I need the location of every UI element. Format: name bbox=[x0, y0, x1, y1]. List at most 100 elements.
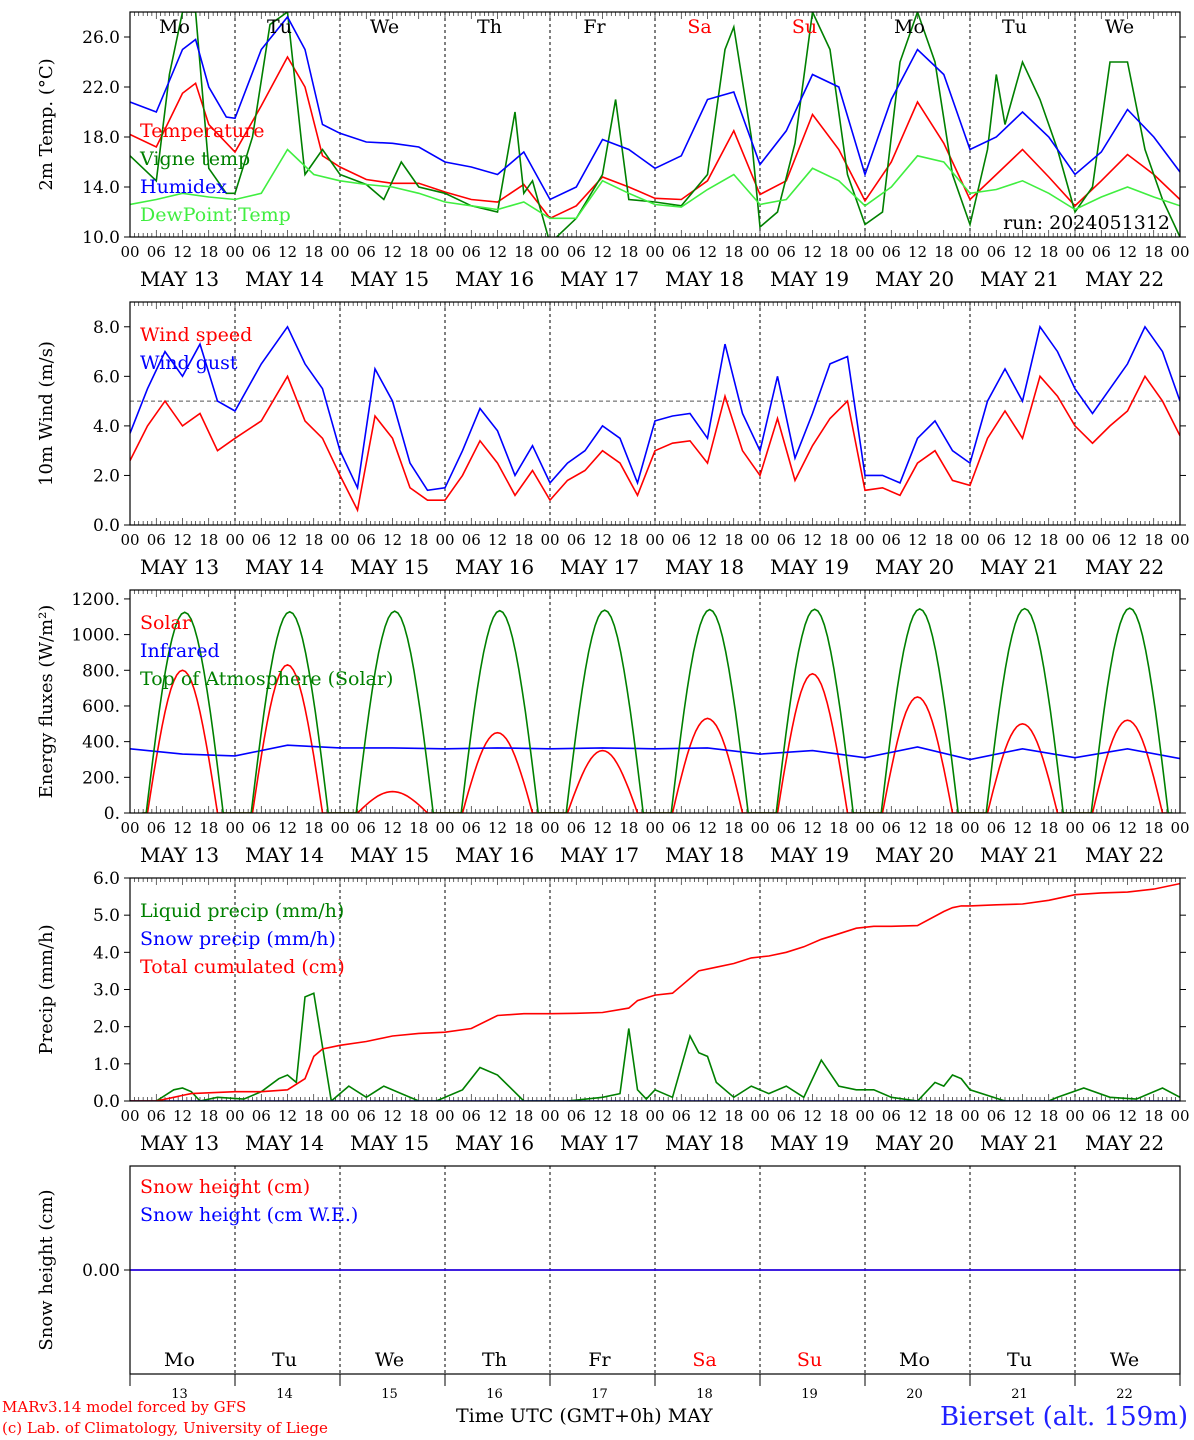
x-tick-label: 06 bbox=[252, 531, 271, 549]
legend-entry: Solar bbox=[140, 612, 192, 634]
y-tick-label: 0.0 bbox=[93, 516, 120, 536]
x-tick-label: 00 bbox=[750, 819, 769, 837]
y-tick-label: 600. bbox=[82, 697, 120, 717]
x-tick-label: 18 bbox=[514, 243, 533, 261]
x-tick-label: 12 bbox=[593, 1107, 612, 1125]
x-tick-label: 06 bbox=[357, 819, 376, 837]
series-line-dewpoint-temp bbox=[130, 148, 1180, 220]
series-line-infrared bbox=[130, 744, 1180, 761]
x-tick-label: 12 bbox=[908, 1107, 927, 1125]
x-tick-label: 18 bbox=[199, 1107, 218, 1125]
x-tick-label: 00 bbox=[750, 531, 769, 549]
run-annotation: run: 2024051312 bbox=[1003, 212, 1170, 234]
x-tick-label: 18 bbox=[1039, 531, 1058, 549]
x-tick-label: 06 bbox=[147, 1107, 166, 1125]
x-tick-label: 18 bbox=[934, 531, 953, 549]
date-label: MAY 18 bbox=[665, 843, 744, 867]
date-label: MAY 15 bbox=[350, 267, 429, 291]
weekday-label: Mo bbox=[164, 1349, 195, 1371]
x-tick-label: 18 bbox=[724, 531, 743, 549]
x-tick-label: 12 bbox=[278, 1107, 297, 1125]
date-label: MAY 21 bbox=[980, 1131, 1059, 1155]
x-tick-label: 06 bbox=[462, 1107, 481, 1125]
date-label: MAY 16 bbox=[455, 843, 534, 867]
x-tick-label: 06 bbox=[357, 531, 376, 549]
x-tick-label: 12 bbox=[488, 531, 507, 549]
x-tick-label: 12 bbox=[173, 243, 192, 261]
y-tick-label: 1000. bbox=[71, 626, 120, 646]
date-label: MAY 17 bbox=[560, 843, 639, 867]
panel-snow: 0.00 Snow height (cm) Snow height (cm W.E.… bbox=[36, 1165, 1186, 1402]
x-tick-label: 12 bbox=[698, 531, 717, 549]
x-tick-label: 18 bbox=[1039, 1107, 1058, 1125]
weekday-label: Tu bbox=[267, 16, 292, 38]
date-label: MAY 15 bbox=[350, 1131, 429, 1155]
legend-entry: Snow precip (mm/h) bbox=[140, 928, 336, 950]
panel-frame bbox=[129, 589, 1181, 814]
y-tick-label: 0. bbox=[104, 804, 120, 824]
y-tick-label: 2.0 bbox=[93, 1018, 120, 1038]
x-tick-label: 00 bbox=[540, 531, 559, 549]
date-label: MAY 22 bbox=[1085, 1131, 1164, 1155]
x-tick-label: 00 bbox=[1065, 819, 1084, 837]
weekday-label: Th bbox=[482, 1349, 507, 1371]
x-tick-label: 06 bbox=[147, 531, 166, 549]
y-tick-label: 22.0 bbox=[82, 78, 120, 98]
x-tick-label: 12 bbox=[1118, 243, 1137, 261]
x-tick-label: 06 bbox=[672, 243, 691, 261]
date-label: MAY 15 bbox=[350, 555, 429, 579]
x-tick-label: 12 bbox=[488, 243, 507, 261]
x-tick-label: 00 bbox=[330, 243, 349, 261]
day-number-label: 17 bbox=[591, 1387, 608, 1402]
weekday-label: Su bbox=[797, 1349, 822, 1371]
x-tick-label: 18 bbox=[304, 243, 323, 261]
x-tick-label: 18 bbox=[514, 531, 533, 549]
y-tick-label: 6.0 bbox=[93, 869, 120, 889]
weekday-label: We bbox=[370, 16, 399, 38]
date-label: MAY 18 bbox=[665, 267, 744, 291]
x-tick-label: 06 bbox=[567, 243, 586, 261]
x-tick-label: 06 bbox=[987, 1107, 1006, 1125]
x-tick-label: 06 bbox=[1092, 819, 1111, 837]
model-credit: MARv3.14 model forced by GFS bbox=[2, 1398, 247, 1416]
x-tick-label: 12 bbox=[908, 531, 927, 549]
x-tick-label: 12 bbox=[1013, 531, 1032, 549]
date-label: MAY 19 bbox=[770, 1131, 849, 1155]
x-tick-label: 06 bbox=[567, 819, 586, 837]
x-tick-label: 12 bbox=[383, 243, 402, 261]
y-tick-label: 5.0 bbox=[93, 906, 120, 926]
x-tick-label: 00 bbox=[435, 243, 454, 261]
x-tick-label: 12 bbox=[1118, 819, 1137, 837]
y-tick-label: 1.0 bbox=[93, 1055, 120, 1075]
x-tick-label: 00 bbox=[645, 243, 664, 261]
y-axis-label: Snow height (cm) bbox=[36, 1189, 57, 1350]
x-tick-label: 06 bbox=[1092, 1107, 1111, 1125]
legend-entry: Snow height (cm) bbox=[140, 1176, 310, 1198]
x-tick-label: 06 bbox=[777, 1107, 796, 1125]
date-label: MAY 18 bbox=[665, 1131, 744, 1155]
date-label: MAY 13 bbox=[140, 843, 219, 867]
legend-entry: Liquid precip (mm/h) bbox=[140, 900, 344, 922]
x-tick-label: 18 bbox=[724, 819, 743, 837]
date-label: MAY 22 bbox=[1085, 555, 1164, 579]
y-tick-label: 200. bbox=[82, 768, 120, 788]
date-label: MAY 20 bbox=[875, 555, 954, 579]
x-tick-label: 18 bbox=[304, 531, 323, 549]
weekday-label: Su bbox=[792, 16, 817, 38]
weekday-label: Sa bbox=[687, 16, 711, 38]
day-number-label: 20 bbox=[906, 1387, 923, 1402]
legend-entry: Humidex bbox=[140, 176, 227, 198]
day-number-label: 18 bbox=[696, 1387, 713, 1402]
date-label: MAY 21 bbox=[980, 555, 1059, 579]
weekday-label: Mo bbox=[899, 1349, 930, 1371]
x-tick-label: 18 bbox=[1144, 531, 1163, 549]
x-tick-label: 18 bbox=[1039, 819, 1058, 837]
date-label: MAY 20 bbox=[875, 267, 954, 291]
x-tick-label: 00 bbox=[645, 1107, 664, 1125]
panel-frame bbox=[129, 301, 1181, 526]
x-tick-label: 06 bbox=[252, 1107, 271, 1125]
weekday-label: We bbox=[1110, 1349, 1139, 1371]
x-tick-label: 12 bbox=[1013, 243, 1032, 261]
x-tick-label: 06 bbox=[882, 819, 901, 837]
